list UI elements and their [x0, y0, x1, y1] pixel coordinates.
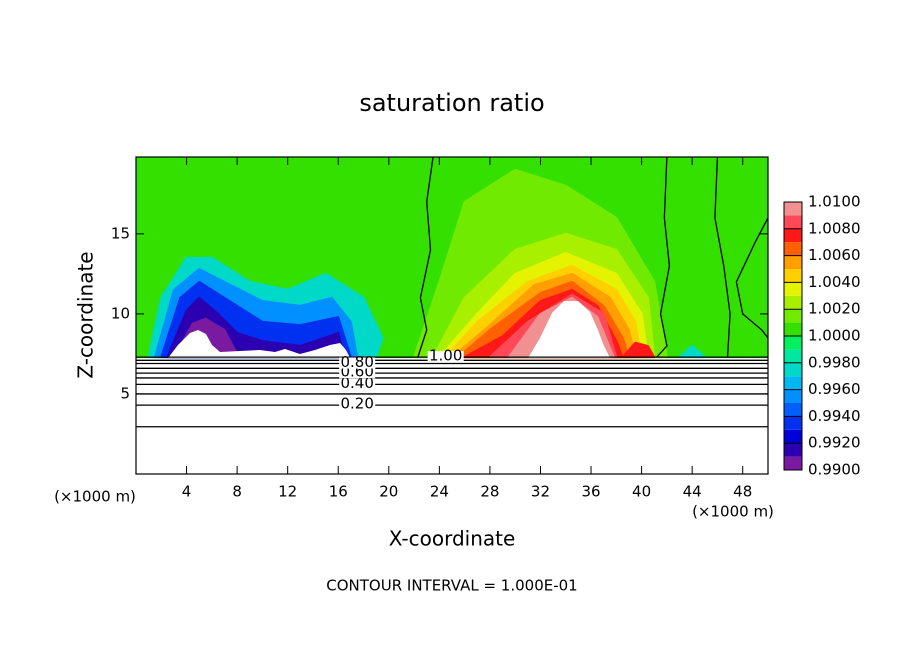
x-tick-label: 44: [683, 483, 702, 501]
contour-line: [656, 157, 671, 358]
colorbar-tick-label: 0.9980: [808, 353, 861, 371]
contour-field: [136, 157, 768, 359]
y-unit-label: (×1000 m): [54, 488, 136, 506]
colorbar-band: [784, 416, 802, 430]
terrain-right: [528, 301, 610, 358]
x-tick-label: 4: [182, 483, 192, 501]
x-tick-label: 24: [430, 483, 449, 501]
contour-label: 1.00: [429, 347, 462, 365]
terrain: [168, 301, 610, 358]
colorbar-band: [784, 269, 802, 283]
contour-label: 0.40: [340, 374, 373, 392]
colorbar-band: [784, 456, 802, 470]
colorbar-band: [784, 362, 802, 377]
x-unit-label: (×1000 m): [692, 503, 774, 521]
x-tick-label: 16: [329, 483, 348, 501]
x-tick-label: 20: [379, 483, 398, 501]
colorbar-band: [784, 202, 802, 216]
x-tick-label: 32: [531, 483, 550, 501]
y-tick-label: 10: [111, 304, 130, 322]
contour-label-bg: [339, 399, 376, 411]
colorbar-band: [784, 429, 802, 444]
chart-title: saturation ratio: [359, 89, 544, 117]
colorbar-band: [784, 242, 802, 256]
colorbar-band: [784, 215, 802, 229]
colorbar-tick-label: 1.0040: [808, 273, 861, 291]
footer-note: CONTOUR INTERVAL = 1.000E-01: [326, 577, 577, 595]
y-tick-label: 15: [111, 224, 130, 242]
x-tick-label: 28: [480, 483, 499, 501]
colorbar-tick-label: 1.0060: [808, 246, 861, 264]
contour-label-bg: [339, 367, 376, 379]
colorbar-band: [784, 282, 802, 296]
contour-label-bg: [339, 378, 376, 390]
colorbar-band: [784, 255, 802, 269]
x-axis-label: X-coordinate: [389, 527, 516, 551]
colorbar-band: [784, 228, 802, 243]
contour-label: 0.80: [340, 353, 373, 371]
contour-line: [735, 217, 768, 339]
colorbar-band: [784, 443, 802, 457]
colorbar-band: [784, 322, 802, 336]
terrain-left: [168, 330, 350, 358]
colorbar-tick-label: 1.0080: [808, 219, 861, 237]
colorbar-tick-label: 0.9900: [808, 461, 861, 479]
contour-line: [714, 157, 731, 358]
colorbar-tick-label: 0.9960: [808, 380, 861, 398]
x-tick-label: 40: [632, 483, 651, 501]
x-tick-label: 12: [278, 483, 297, 501]
colorbar-band: [784, 295, 802, 310]
colorbar-band: [784, 336, 802, 350]
x-tick-label: 8: [232, 483, 242, 501]
contour-label: 0.20: [340, 395, 373, 413]
y-tick-label: 5: [120, 384, 130, 402]
colorbar-band: [784, 389, 802, 403]
colorbar-tick-label: 1.0000: [808, 327, 861, 345]
contour-label-bg: [339, 357, 376, 369]
colorbar-band: [784, 309, 802, 323]
colorbar-tick-label: 0.9940: [808, 407, 861, 425]
colorbar-band: [784, 349, 802, 363]
y-axis-label: Z-coordinate: [74, 251, 98, 378]
colorbar-tick-label: 0.9920: [808, 434, 861, 452]
plot-frame: [135, 156, 769, 475]
colorbar-tick-label: 1.0020: [808, 300, 861, 318]
colorbar-band: [784, 376, 802, 390]
overlay: 0.200.400.600.80 1.004 8 12 16 20 24 28 32 36 40 44…: [111, 156, 861, 501]
x-tick-label: 48: [733, 483, 752, 501]
x-tick-label: 36: [581, 483, 600, 501]
contour-label-bg: [427, 351, 464, 363]
colorbar-band: [784, 403, 802, 417]
colorbar-tick-label: 1.0100: [808, 193, 861, 211]
contour-line: [417, 157, 434, 358]
